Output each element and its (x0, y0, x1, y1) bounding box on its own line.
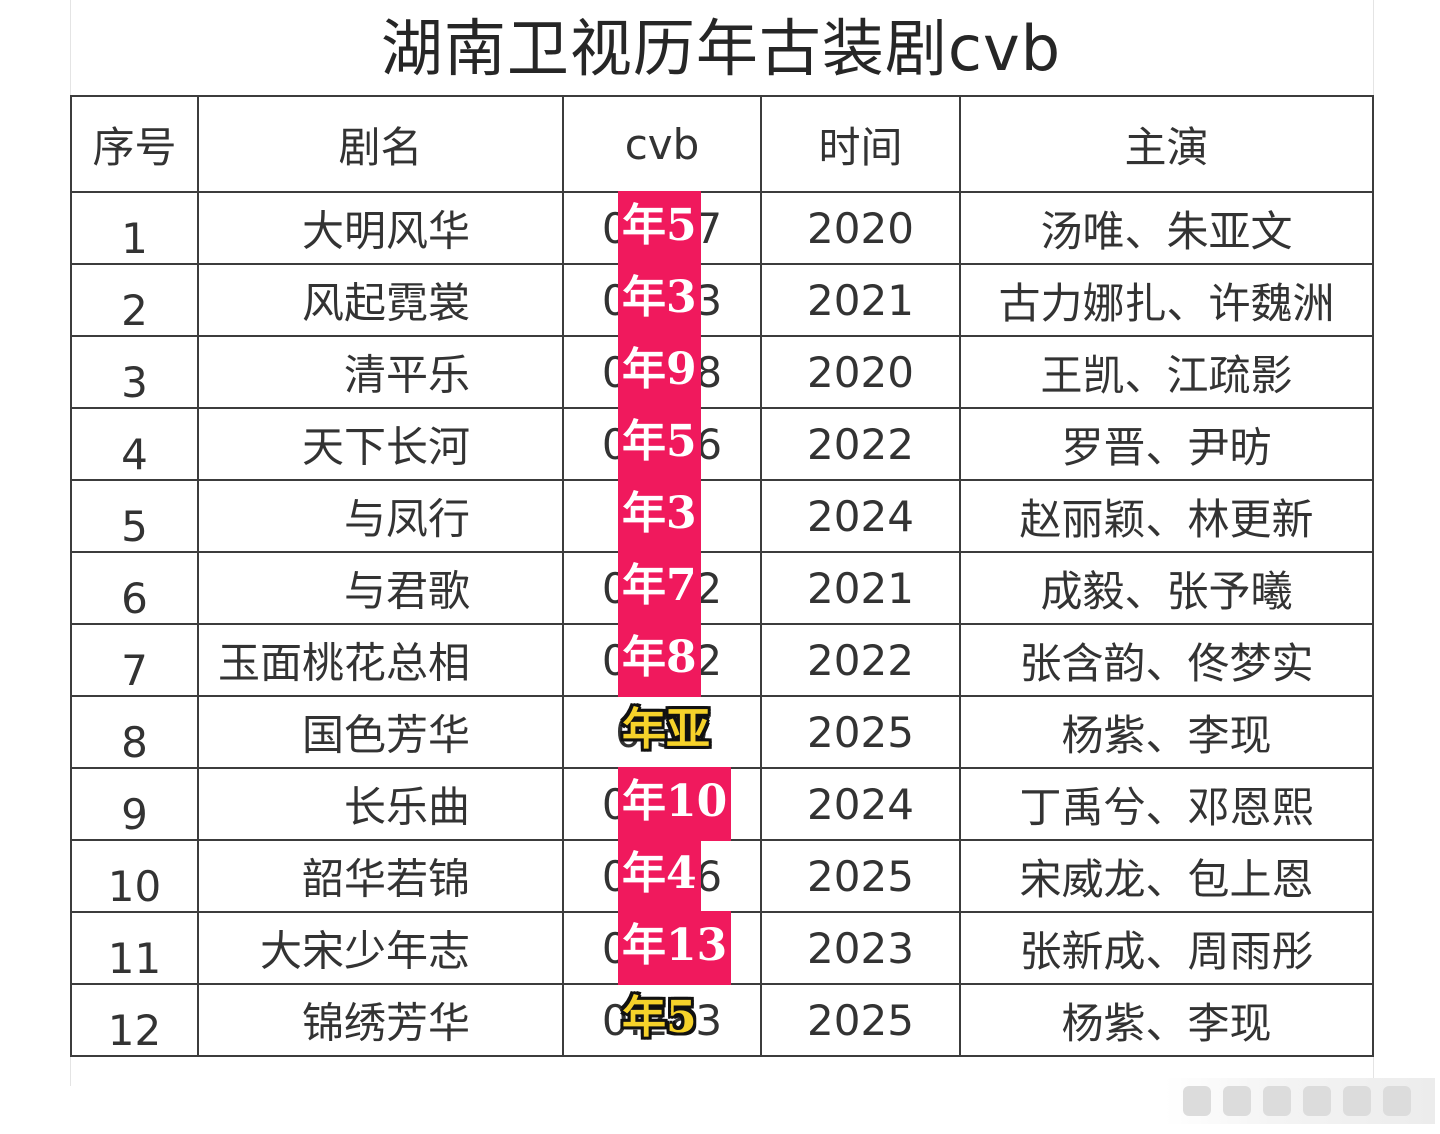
drama-name: 玉面桃花总相 (217, 638, 470, 688)
cell-cast: 杨紫、李现 (959, 695, 1374, 769)
table-row: 5与凤行年30.52024赵丽颖、林更新 (70, 479, 1374, 553)
table-row: 3清平乐年90.5582020王凯、江疏影 (70, 335, 1374, 409)
cell-year: 2024 (760, 767, 961, 841)
drama-name: 风起霓裳 (301, 278, 470, 328)
cell-cvb: 0.283 (562, 983, 762, 1057)
table-row: 2风起霓裳年30.7032021古力娜扎、许魏洲 (70, 263, 1374, 337)
rank-badge: 年5 (622, 992, 697, 1043)
drama-name: 大宋少年志 (259, 926, 470, 976)
table-row: 4天下长河年50.5562022罗晋、尹昉 (70, 407, 1374, 481)
cell-drama: 大宋少年志 年13 (197, 911, 732, 985)
cell-year: 2025 (760, 839, 961, 913)
table-row: 10韶华若锦年40.3162025宋威龙、包上恩 (70, 839, 1374, 913)
cell-year: 2021 (760, 551, 961, 625)
rank-badge: 年3 (618, 479, 701, 553)
table-row: 9长乐曲年100.3872024丁禹兮、邓恩熙 (70, 767, 1374, 841)
cell-index: 9 (70, 767, 199, 841)
rank-badge: 年亚 (622, 704, 710, 755)
cell-cast: 成毅、张予曦 (959, 551, 1374, 625)
drama-name: 锦绣芳华 (301, 998, 470, 1048)
drama-name: 与君歌 (343, 566, 470, 616)
rank-badge: 年5 (618, 191, 701, 265)
cell-drama: 与凤行 年3 (197, 479, 701, 553)
rank-badge: 年10 (618, 767, 732, 841)
cell-drama: 与君歌 年7 (197, 551, 701, 625)
cell-drama: 天下长河 年5 (197, 407, 701, 481)
watermark (1165, 1078, 1435, 1124)
cell-drama: 大明风华 年5 (197, 191, 701, 265)
cell-cast: 汤唯、朱亚文 (959, 191, 1374, 265)
cell-cast: 丁禹兮、邓恩熙 (959, 767, 1374, 841)
cell-drama: 韶华若锦 年4 (197, 839, 701, 913)
rank-badge: 年7 (618, 551, 701, 625)
cell-index: 4 (70, 407, 199, 481)
cell-drama: 玉面桃花总相 年8 (197, 623, 701, 697)
cell-year: 2020 (760, 191, 961, 265)
table-row: 7玉面桃花总相年80.3922022张含韵、佟梦实 (70, 623, 1374, 697)
cell-index: 2 (70, 263, 199, 337)
table-row: 12 锦绣芳华 年5 0.283 2025 杨紫、李现 (70, 983, 1374, 1057)
cell-index: 1 (70, 191, 199, 265)
table-row: 8 国色芳华 年亚 0.39 2025 杨紫、李现 (70, 695, 1374, 769)
cell-drama: 清平乐 年9 (197, 335, 701, 409)
cell-year: 2022 (760, 407, 961, 481)
cell-drama: 风起霓裳 年3 (197, 263, 701, 337)
cell-index: 10 (70, 839, 199, 913)
cell-year: 2025 (760, 695, 961, 769)
cell-year: 2023 (760, 911, 961, 985)
drama-name: 天下长河 (301, 422, 470, 472)
cell-index: 5 (70, 479, 199, 553)
header-row: 序号 剧名 cvb 时间 主演 (70, 95, 1374, 193)
cell-index: 8 (70, 695, 199, 769)
cell-cast: 宋威龙、包上恩 (959, 839, 1374, 913)
header-cvb: cvb (562, 95, 762, 193)
cell-index: 11 (70, 911, 199, 985)
cell-cast: 张含韵、佟梦实 (959, 623, 1374, 697)
cell-year: 2022 (760, 623, 961, 697)
cell-cast: 古力娜扎、许魏洲 (959, 263, 1374, 337)
page-title: 湖南卫视历年古装剧cvb (380, 12, 1062, 85)
rank-badge: 年5 (618, 407, 701, 481)
rank-badge: 年3 (618, 263, 701, 337)
cell-cast: 赵丽颖、林更新 (959, 479, 1374, 553)
rank-badge: 年4 (618, 839, 701, 913)
cell-cast: 杨紫、李现 (959, 983, 1374, 1057)
cell-index: 6 (70, 551, 199, 625)
drama-name: 国色芳华 (301, 710, 470, 760)
header-cast: 主演 (959, 95, 1374, 193)
rank-badge: 年13 (618, 911, 732, 985)
header-index: 序号 (70, 95, 199, 193)
cell-drama: 锦绣芳华 年5 (197, 983, 697, 1057)
rank-badge: 年9 (618, 335, 701, 409)
cell-index: 12 (70, 983, 199, 1057)
cell-cast: 罗晋、尹昉 (959, 407, 1374, 481)
cell-index: 7 (70, 623, 199, 697)
drama-name: 与凤行 (343, 494, 470, 544)
table-row: 6与君歌年70.4922021成毅、张予曦 (70, 551, 1374, 625)
drama-name: 长乐曲 (343, 782, 470, 832)
cell-year: 2020 (760, 335, 961, 409)
cell-cast: 张新成、周雨彤 (959, 911, 1374, 985)
table-row: 1大明风华年50.7372020汤唯、朱亚文 (70, 191, 1374, 265)
rank-badge: 年8 (618, 623, 701, 697)
cell-drama: 国色芳华 年亚 (197, 695, 710, 769)
cell-year: 2024 (760, 479, 961, 553)
cell-cast: 王凯、江疏影 (959, 335, 1374, 409)
drama-name: 韶华若锦 (301, 854, 470, 904)
table-row: 11大宋少年志年130.2892023张新成、周雨彤 (70, 911, 1374, 985)
cell-index: 3 (70, 335, 199, 409)
drama-name: 清平乐 (343, 350, 470, 400)
cell-year: 2025 (760, 983, 961, 1057)
header-year: 时间 (760, 95, 961, 193)
cell-year: 2021 (760, 263, 961, 337)
ratings-table: 序号 剧名 cvb 时间 主演 1大明风华年50.7372020汤唯、朱亚文2风… (70, 95, 1374, 1057)
drama-name: 大明风华 (301, 206, 470, 256)
cell-cvb: 0.39 (562, 695, 762, 769)
header-drama: 剧名 (197, 95, 564, 193)
cell-drama: 长乐曲 年10 (197, 767, 732, 841)
